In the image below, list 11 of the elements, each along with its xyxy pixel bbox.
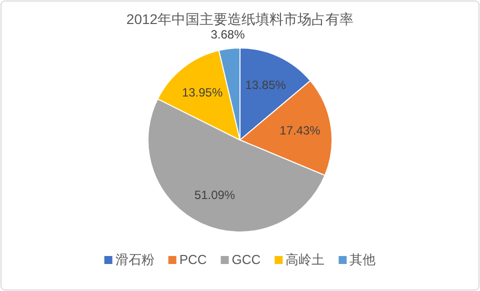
legend-label: 其他: [350, 252, 376, 267]
data-label: 51.09%: [194, 188, 236, 202]
legend-label: GCC: [232, 252, 261, 267]
data-label: 13.95%: [182, 85, 223, 100]
data-label: 13.85%: [245, 78, 286, 92]
chart-title: 2012年中国主要造纸填料市场占有率: [126, 11, 354, 27]
legend-label: 滑石粉: [115, 252, 154, 267]
data-label: 17.43%: [280, 124, 321, 138]
legend-label: PCC: [179, 252, 207, 267]
legend-label: 高岭土: [286, 252, 325, 267]
data-label: 3.68%: [210, 28, 246, 42]
